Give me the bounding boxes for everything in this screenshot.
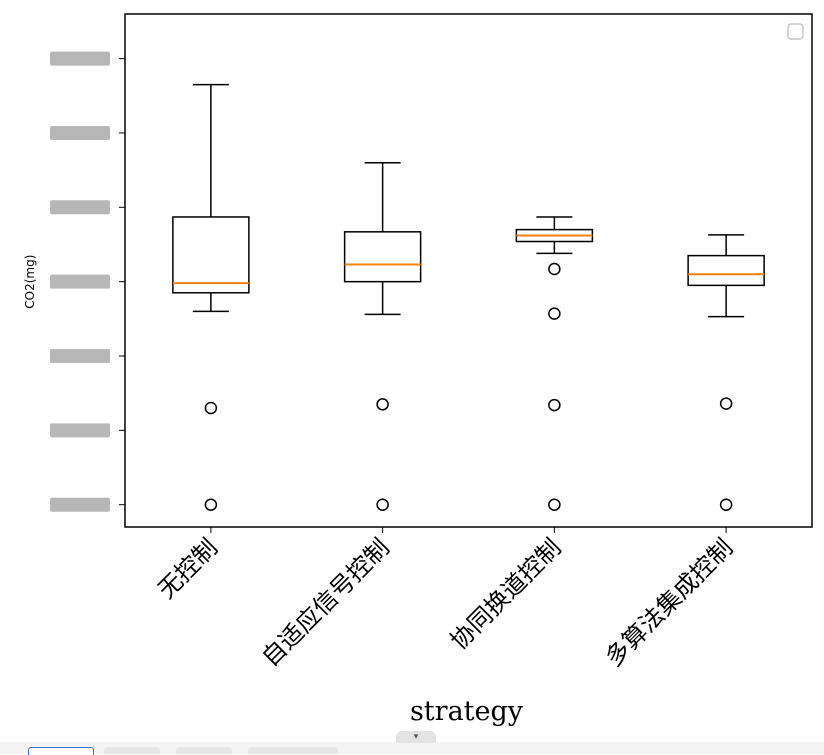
x-tick-group: 无控制 自适应信号控制 协同换道控制 多算法集成控制 bbox=[152, 527, 738, 672]
plot-frame bbox=[124, 13, 813, 528]
y-tick-label-redacted bbox=[50, 497, 110, 512]
tab[interactable] bbox=[104, 747, 160, 754]
outlier-point bbox=[204, 401, 218, 415]
x-tick-label: 协同换道控制 bbox=[445, 533, 567, 655]
y-axis-title: CO2(mg) bbox=[23, 255, 37, 309]
y-tick-label-redacted bbox=[50, 200, 110, 215]
x-axis-title: strategy bbox=[410, 696, 524, 727]
x-tick-label: 自适应信号控制 bbox=[256, 533, 395, 672]
box-2 bbox=[343, 161, 422, 511]
outlier-point bbox=[376, 498, 389, 511]
x-tick-label: 无控制 bbox=[152, 533, 223, 604]
chevron-down-icon[interactable]: ▾ bbox=[396, 731, 436, 743]
tab[interactable] bbox=[176, 747, 232, 754]
y-tick-label-redacted bbox=[50, 274, 110, 289]
outlier-point bbox=[204, 498, 218, 511]
y-tick-label-redacted bbox=[50, 51, 110, 66]
iqr-box bbox=[172, 216, 250, 294]
active-tab[interactable] bbox=[28, 747, 94, 755]
y-tick-label-redacted bbox=[50, 125, 110, 140]
y-tick-label-redacted bbox=[50, 423, 110, 438]
outlier-point bbox=[548, 498, 561, 511]
outlier-point bbox=[376, 398, 389, 411]
box-3 bbox=[515, 216, 594, 511]
iqr-box bbox=[687, 254, 765, 287]
legend-box bbox=[787, 23, 804, 40]
tab[interactable] bbox=[248, 747, 338, 754]
y-tick-label-redacted bbox=[50, 349, 110, 363]
outlier-point bbox=[548, 398, 561, 412]
box-4 bbox=[687, 234, 765, 511]
outlier-point bbox=[548, 262, 561, 276]
outlier-point bbox=[719, 498, 733, 511]
outlier-point bbox=[548, 307, 561, 320]
box-group bbox=[172, 83, 765, 511]
iqr-box bbox=[343, 231, 422, 283]
box-1 bbox=[172, 83, 250, 511]
x-tick-label: 多算法集成控制 bbox=[600, 533, 739, 672]
outlier-point bbox=[719, 397, 733, 410]
y-tick-marks bbox=[50, 51, 125, 512]
